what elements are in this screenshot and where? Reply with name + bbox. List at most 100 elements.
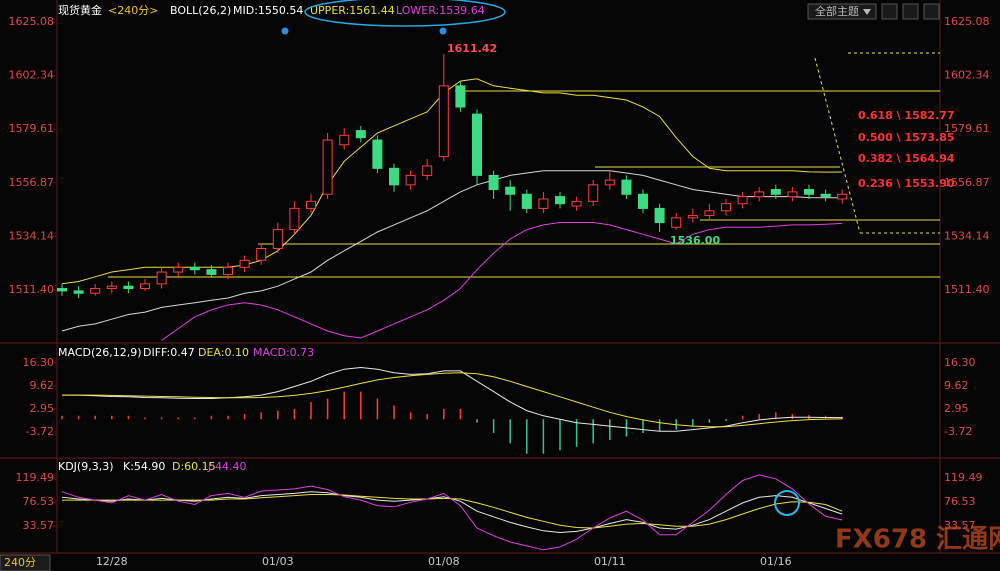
- indicator-line: [62, 372, 843, 428]
- candle-body: [90, 288, 101, 294]
- candle-body: [156, 271, 167, 285]
- legend-entry: MID:1550.54: [233, 4, 303, 17]
- indicator-title: MACD(26,12,9): [58, 346, 142, 359]
- indicator-line: [61, 170, 843, 332]
- x-tick-label: 01/16: [760, 555, 792, 568]
- theme-dropdown-label[interactable]: 全部主题: [815, 4, 859, 18]
- y-tick-label: 1534.14: [9, 229, 55, 242]
- y-tick-label: 16.30: [23, 356, 55, 369]
- y-tick-label: 1579.61: [9, 122, 55, 135]
- candle-body: [538, 198, 549, 209]
- candle-body: [173, 266, 184, 273]
- highlight-circle: [774, 490, 800, 516]
- icon-button[interactable]: [881, 3, 898, 20]
- legend-entry: MACD:0.73: [253, 346, 314, 359]
- candle-body: [737, 196, 748, 205]
- period-badge-label[interactable]: 240分: [4, 556, 36, 569]
- candle-body: [355, 130, 366, 139]
- candle-body: [189, 266, 200, 271]
- candle-body: [555, 196, 565, 205]
- highlight-ellipse: [304, 0, 506, 27]
- y-tick-label: -3.72: [26, 425, 54, 438]
- candle-body: [754, 191, 765, 198]
- fib-label: 0.618 \ 1582.77: [858, 109, 955, 122]
- candle-body: [73, 290, 84, 294]
- candle-body: [256, 247, 267, 261]
- y-tick-label: 33.57: [944, 519, 976, 532]
- candle-body: [804, 189, 814, 195]
- x-tick-label: 01/03: [262, 555, 294, 568]
- icon-button[interactable]: [923, 3, 940, 20]
- y-tick-label: 1602.34: [9, 69, 55, 82]
- indicator-line: [62, 366, 843, 432]
- candle-body: [123, 285, 134, 290]
- candle-body: [289, 207, 300, 231]
- indicator-line: [62, 494, 843, 529]
- y-tick-label: 1625.08: [9, 15, 55, 28]
- marks: 1625.08 1625.08 1602.34 1602.34 1579.61 1579.…: [9, 15, 990, 568]
- candle-body: [488, 174, 499, 191]
- legend-entry: LOWER:1539.64: [396, 4, 485, 17]
- dashed-trend: [814, 57, 861, 234]
- candle-body: [306, 200, 316, 209]
- watermark: FX678 汇通网: [835, 525, 1000, 555]
- marker-dot: [281, 27, 289, 35]
- y-tick-label: 1556.87: [9, 176, 55, 189]
- indicator-line: [61, 474, 843, 551]
- candle-body: [438, 85, 449, 158]
- legend-entry: DEA:0.10: [198, 346, 249, 359]
- x-tick-label: 01/11: [594, 555, 626, 568]
- candle-body: [687, 214, 698, 219]
- high-label: 1611.42: [447, 42, 497, 55]
- candle-body: [239, 259, 250, 268]
- theme-dropdown[interactable]: [807, 3, 877, 20]
- fib-label: 0.382 \ 1564.94: [858, 152, 955, 165]
- legend-entry: UPPER:1561.44: [310, 4, 395, 17]
- icon-button[interactable]: [902, 3, 919, 20]
- candle-body: [770, 189, 781, 195]
- period: <240分>: [108, 4, 158, 17]
- candle-body: [787, 191, 798, 198]
- symbol: 现货黄金: [58, 3, 102, 17]
- fib-label: 0.500 \ 1573.85: [858, 131, 955, 144]
- y-tick-label: 1625.08: [944, 15, 990, 28]
- candle-body: [837, 193, 848, 200]
- legend-entry: J:44.40: [207, 460, 246, 473]
- y-tick-label: 76.53: [944, 495, 976, 508]
- candle-body: [455, 85, 466, 108]
- candle-body: [621, 179, 632, 195]
- x-tick-label: 12/28: [96, 555, 128, 568]
- y-tick-label: 76.53: [23, 495, 55, 508]
- fib-lines: [108, 52, 940, 278]
- candle-body: [389, 167, 399, 186]
- candle-body: [272, 229, 283, 249]
- candle-body: [721, 203, 731, 212]
- y-tick-label: 1534.14: [944, 229, 990, 242]
- x-tick-label: 01/08: [428, 555, 460, 568]
- candle-body: [505, 186, 516, 195]
- candle-body: [322, 139, 333, 195]
- candle-body: [140, 283, 150, 290]
- candle-body: [638, 193, 648, 209]
- fib-label: 0.236 \ 1553.90: [858, 177, 955, 190]
- candle-body: [604, 179, 615, 186]
- y-tick-label: 1511.40: [9, 283, 55, 296]
- y-tick-label: 9.62: [30, 379, 55, 392]
- y-tick-label: 1579.61: [944, 122, 990, 135]
- candle-body: [671, 217, 682, 228]
- candle-body: [704, 210, 715, 216]
- y-tick-label: 1602.34: [944, 69, 990, 82]
- indicator-title: KDJ(9,3,3): [58, 460, 114, 473]
- y-tick-label: 16.30: [944, 356, 976, 369]
- candle-body: [654, 207, 665, 224]
- legend-entry: K:54.90: [123, 460, 165, 473]
- candle-body: [223, 266, 233, 275]
- candle-body: [521, 193, 532, 209]
- period-badge[interactable]: [0, 554, 51, 571]
- marker-dot: [439, 27, 447, 35]
- candle-body: [472, 113, 482, 176]
- y-tick-label: 119.49: [16, 471, 55, 484]
- y-tick-label: 2.95: [944, 402, 969, 415]
